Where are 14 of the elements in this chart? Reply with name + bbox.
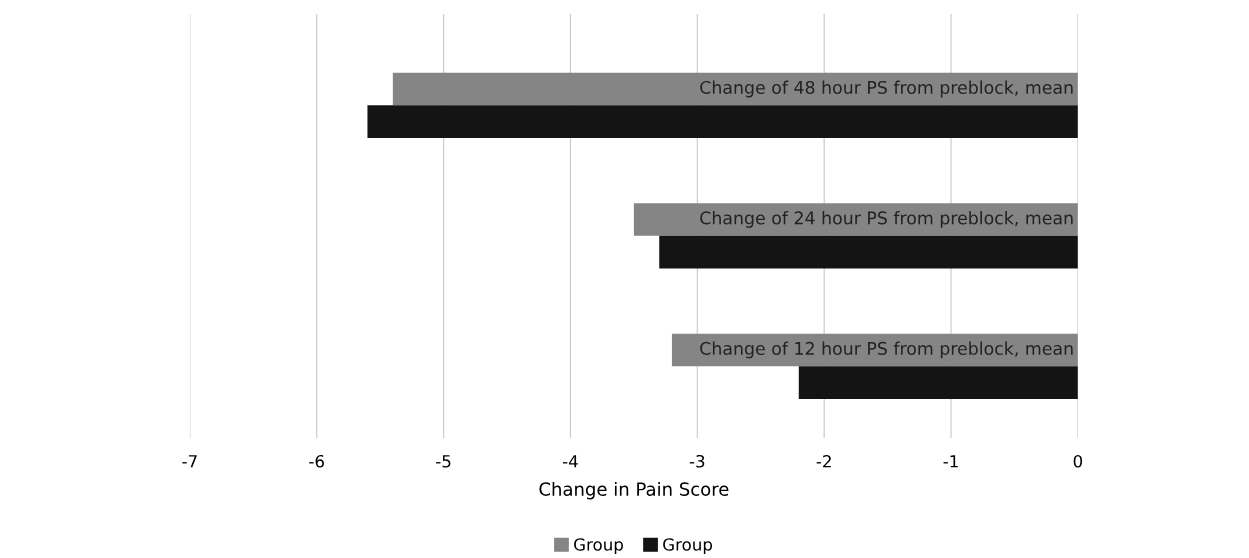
- x-tick-label: -6: [309, 454, 324, 468]
- y-tick-label: Change of 48 hour PS from preblock, mean: [700, 80, 1073, 98]
- x-tick-label: -5: [436, 455, 451, 468]
- x-axis-title: Change in Pain Score: [539, 481, 729, 500]
- y-tick-label: Change of 24 hour PS from preblock, mean: [700, 211, 1073, 228]
- legend-label: Group: [574, 538, 623, 554]
- x-tick-label: -3: [689, 454, 705, 468]
- x-tick-label: -4: [562, 455, 578, 468]
- x-tick-label: -1: [943, 455, 958, 468]
- y-tick-label: Change of 12 hour PS from preblock, mean: [700, 341, 1073, 359]
- x-tick-label: 0: [1073, 454, 1083, 468]
- x-tick-label: -7: [182, 455, 197, 468]
- x-tick-label: -2: [816, 454, 831, 468]
- legend-label: Group: [663, 538, 713, 554]
